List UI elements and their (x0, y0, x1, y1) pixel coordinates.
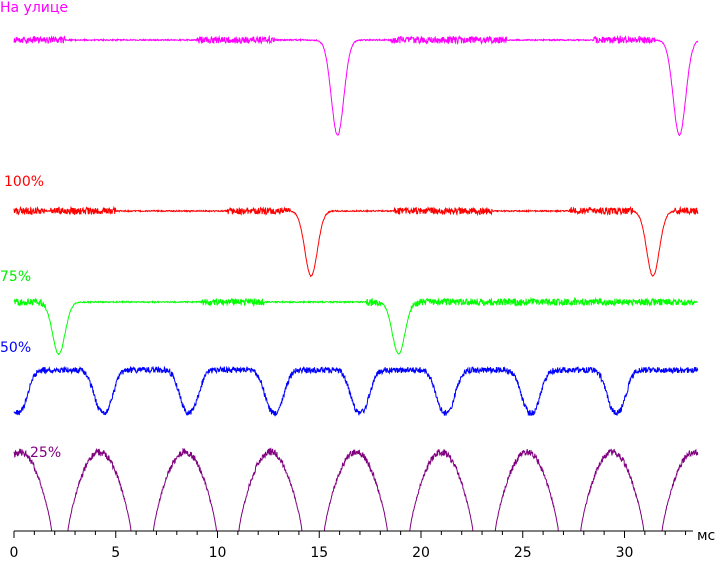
series-label-outdoor: На улице (0, 0, 68, 16)
series-line-outdoor (13, 34, 699, 137)
x-tick-label: 5 (111, 545, 120, 561)
x-tick-marks (13, 531, 687, 538)
series-label-100: 100% (4, 174, 44, 190)
series-label-25: 25% (30, 445, 61, 461)
x-tick-labels: 0 5 10 15 20 25 30 (10, 545, 634, 561)
x-tick-label: 0 (10, 545, 19, 561)
x-tick-label: 30 (616, 545, 634, 561)
traces (13, 34, 699, 532)
series-line-100 (13, 205, 699, 278)
series-labels: На улице 100% 75% 50% 25% (0, 0, 68, 461)
x-tick-label: 20 (412, 545, 430, 561)
x-axis-label: мс (697, 528, 715, 544)
x-tick-label: 10 (209, 545, 227, 561)
series-label-50: 50% (0, 340, 31, 356)
x-tick-label: 15 (310, 545, 328, 561)
series-label-75: 75% (0, 269, 31, 285)
series-line-50 (13, 365, 699, 417)
series-line-75 (13, 296, 698, 356)
series-line-25 (13, 447, 699, 532)
x-axis: 0 5 10 15 20 25 30 мс (10, 528, 716, 561)
x-tick-label: 25 (514, 545, 532, 561)
